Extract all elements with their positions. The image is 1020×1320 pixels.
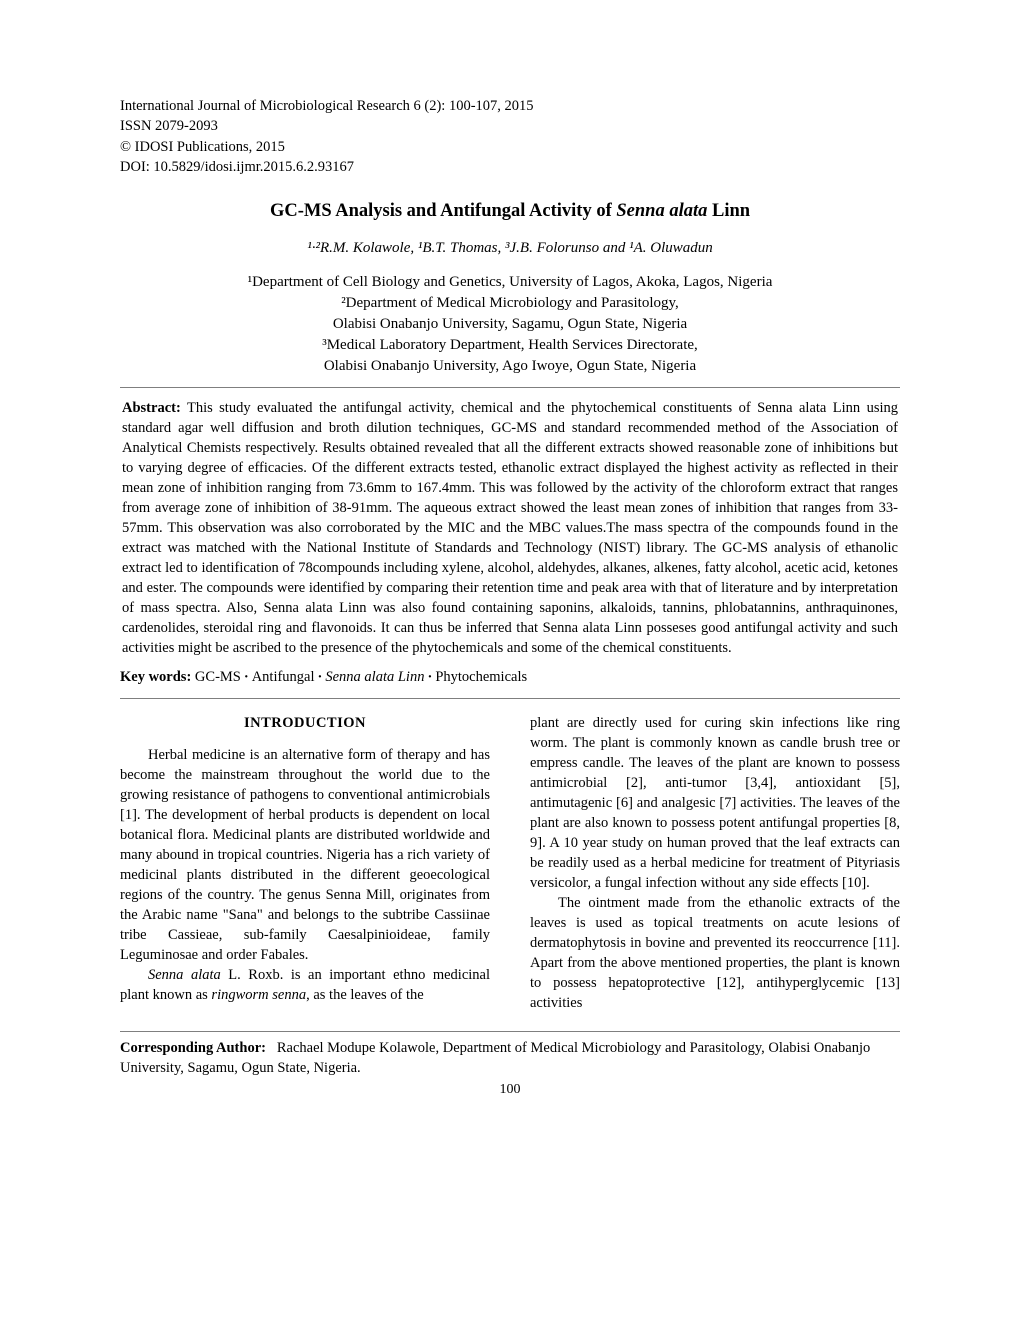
affiliation-1: ¹Department of Cell Biology and Genetics… xyxy=(120,272,900,293)
separator-dot: · xyxy=(424,669,435,685)
affiliation-3b: Olabisi Onabanjo University, Ago Iwoye, … xyxy=(120,356,900,377)
right-paragraph-1: plant are directly used for curing skin … xyxy=(530,713,900,893)
right-paragraph-2: The ointment made from the ethanolic ext… xyxy=(530,893,900,1013)
keywords-prefix: Key words: xyxy=(120,669,191,685)
keyword-4: Phytochemicals xyxy=(435,669,527,685)
keyword-2: Antifungal xyxy=(252,669,315,685)
corresponding-prefix: Corresponding Author: xyxy=(120,1040,266,1056)
journal-line-2: ISSN 2079-2093 xyxy=(120,116,900,136)
body-columns: INTRODUCTION Herbal medicine is an alter… xyxy=(120,713,900,1013)
separator-dot: · xyxy=(241,669,252,685)
divider-top xyxy=(120,387,900,388)
title-text: GC-MS Analysis and Antifungal Activity o… xyxy=(270,201,616,221)
abstract-prefix: Abstract: xyxy=(122,400,181,416)
column-right: plant are directly used for curing skin … xyxy=(530,713,900,1013)
keyword-1: GC-MS xyxy=(195,669,241,685)
section-heading-introduction: INTRODUCTION xyxy=(120,713,490,733)
journal-line-3: © IDOSI Publications, 2015 xyxy=(120,137,900,157)
page-number: 100 xyxy=(120,1081,900,1100)
affiliation-3a: ³Medical Laboratory Department, Health S… xyxy=(120,335,900,356)
column-left: INTRODUCTION Herbal medicine is an alter… xyxy=(120,713,490,1013)
divider-footer xyxy=(120,1031,900,1032)
p2-text-d: , as the leaves of the xyxy=(306,987,424,1003)
affiliations: ¹Department of Cell Biology and Genetics… xyxy=(120,272,900,377)
title-species: Senna alata xyxy=(616,201,707,221)
journal-line-4: DOI: 10.5829/idosi.ijmr.2015.6.2.93167 xyxy=(120,157,900,177)
separator-dot: · xyxy=(315,669,326,685)
abstract-body: This study evaluated the antifungal acti… xyxy=(122,400,898,656)
intro-paragraph-2: Senna alata L. Roxb. is an important eth… xyxy=(120,965,490,1005)
journal-header: International Journal of Microbiological… xyxy=(120,96,900,177)
divider-keywords xyxy=(120,698,900,699)
keywords: Key words: GC-MS·Antifungal·Senna alata … xyxy=(120,668,900,688)
journal-line-1: International Journal of Microbiological… xyxy=(120,96,900,116)
author-list: ¹·²R.M. Kolawole, ¹B.T. Thomas, ³J.B. Fo… xyxy=(120,238,900,258)
corresponding-author: Corresponding Author: Rachael Modupe Kol… xyxy=(120,1038,900,1079)
affiliation-2a: ²Department of Medical Microbiology and … xyxy=(120,293,900,314)
intro-paragraph-1: Herbal medicine is an alternative form o… xyxy=(120,745,490,965)
abstract: Abstract: This study evaluated the antif… xyxy=(120,398,900,658)
article-title: GC-MS Analysis and Antifungal Activity o… xyxy=(120,199,900,224)
affiliation-2b: Olabisi Onabanjo University, Sagamu, Ogu… xyxy=(120,314,900,335)
title-suffix: Linn xyxy=(707,201,750,221)
common-name: ringworm senna xyxy=(211,987,306,1003)
keyword-3: Senna alata Linn xyxy=(325,669,424,685)
species-name: Senna alata xyxy=(148,967,221,983)
